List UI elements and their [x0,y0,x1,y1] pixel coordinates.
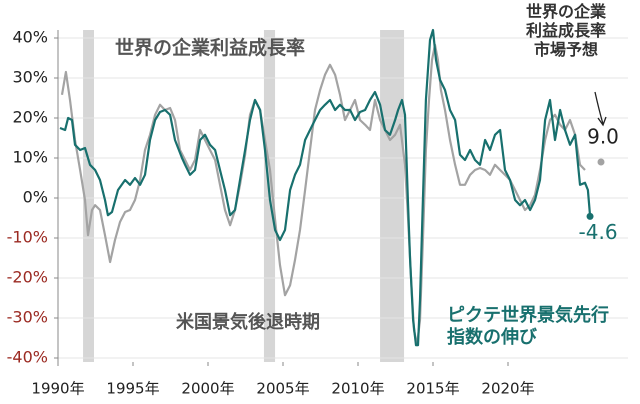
value-label: -4.6 [579,220,618,244]
end-marker [586,212,594,220]
y-tick-label: 0% [23,188,48,207]
annotation-arrow [594,91,607,127]
y-tick-label: -30% [7,308,48,327]
x-tick-label: 2020年 [481,380,534,398]
forecast-label: 世界の企業 利益成長率 市場予想 [525,2,606,60]
x-tick-label: 2010年 [331,380,384,398]
y-tick-label: -20% [7,268,48,287]
shaded-period [83,30,94,362]
value-label: 9.0 [587,125,619,149]
series-label: 世界の企業利益成長率 [115,37,306,59]
y-tick-label: 40% [12,28,48,47]
x-tick-label: 2000年 [181,380,234,398]
shaded-label: 米国景気後退時期 [176,312,320,333]
y-tick-label: -10% [7,228,48,247]
series-line [60,43,586,347]
x-tick-label: 1995年 [106,380,159,398]
x-tick-label: 2005年 [256,380,309,398]
forecast-marker [597,158,605,166]
series-line [59,28,592,347]
series-label: ピクテ世界景気先行 指数の伸び [447,305,609,348]
y-tick-label: -40% [7,348,48,367]
x-tick-label: 1990年 [31,380,84,398]
y-tick-label: 30% [12,68,48,87]
shaded-period [380,30,405,362]
y-tick-label: 10% [12,148,48,167]
x-tick-label: 2015年 [406,380,459,398]
y-tick-label: 20% [12,108,48,127]
